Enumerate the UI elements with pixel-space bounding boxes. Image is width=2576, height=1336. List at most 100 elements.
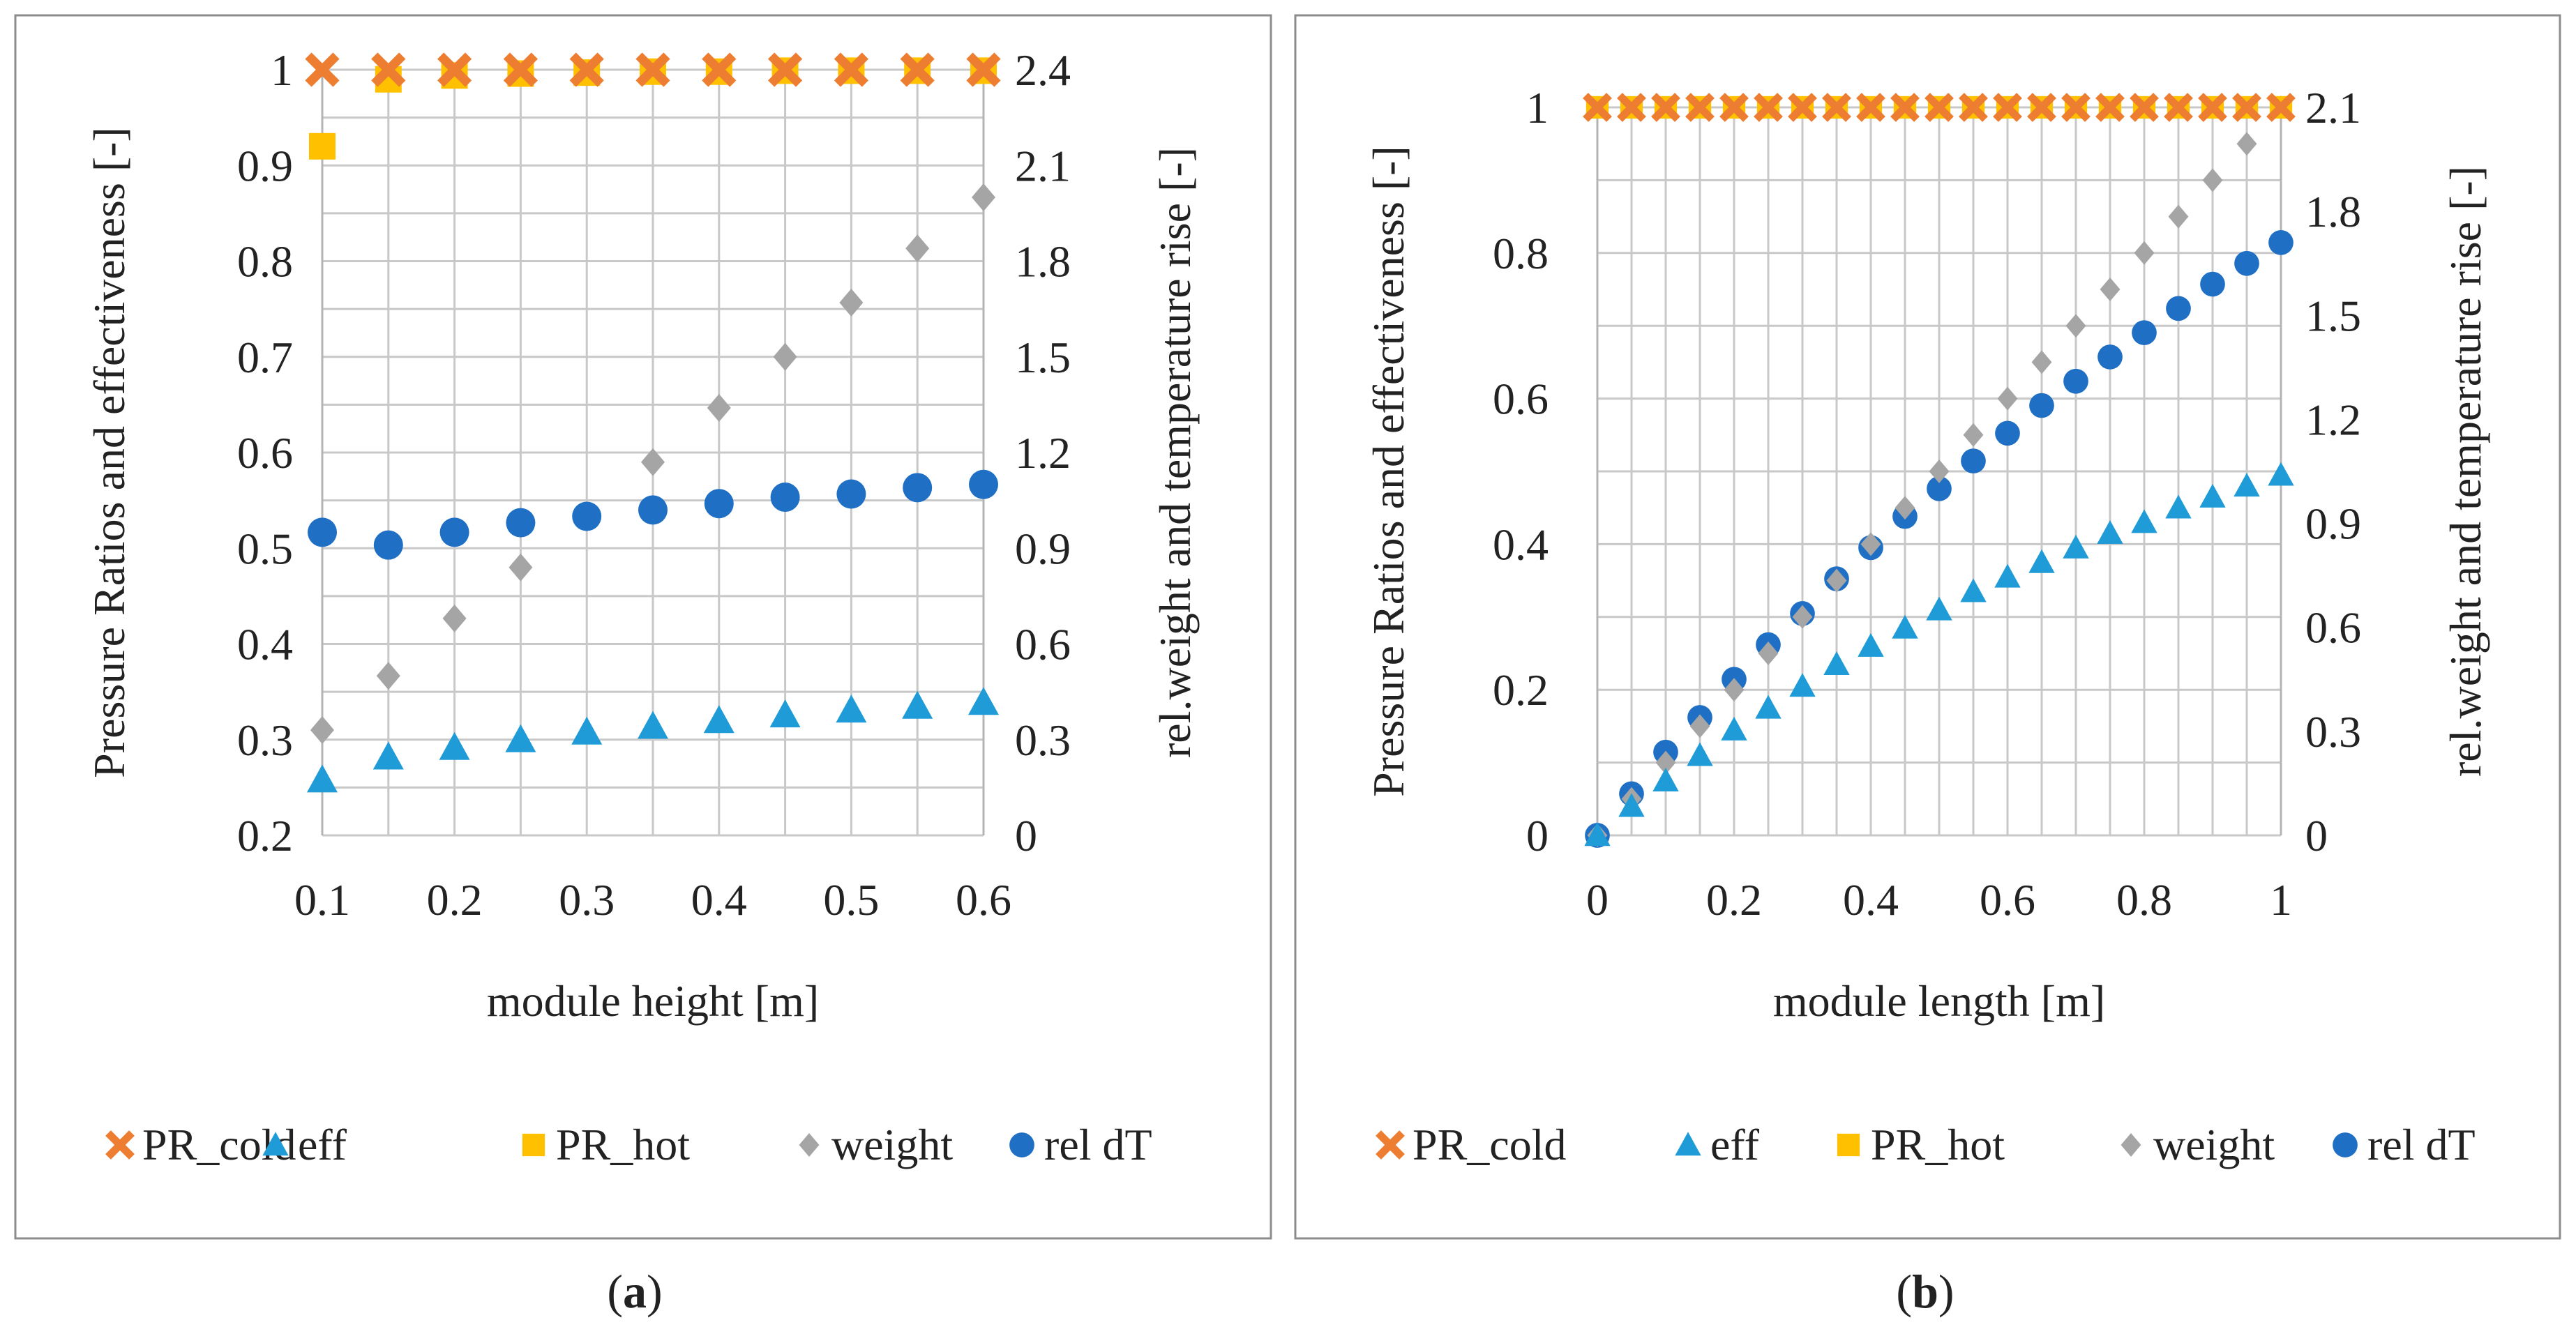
data-point	[1754, 93, 1783, 122]
data-point	[2164, 93, 2193, 122]
data-point	[1822, 93, 1851, 122]
data-point	[1788, 93, 1817, 122]
data-point	[1993, 93, 2022, 122]
x-tick-label: 0.6	[956, 875, 1011, 925]
series-eff	[1584, 462, 2294, 847]
data-point	[2097, 520, 2123, 545]
data-point	[1960, 578, 1987, 602]
data-point	[1826, 568, 1847, 593]
y-tick-label: 1	[1526, 83, 1549, 132]
legend-marker-circle	[2333, 1132, 2358, 1157]
data-point	[373, 530, 403, 560]
data-point	[1789, 673, 1816, 697]
series-rel-dT	[308, 469, 998, 560]
data-point	[2165, 494, 2192, 519]
data-point	[638, 495, 668, 525]
y2-tick-label: 1.8	[2305, 187, 2361, 236]
data-point	[2061, 93, 2091, 122]
y-tick-label: 0.6	[237, 428, 293, 478]
y-tick-label: 0.3	[237, 715, 293, 765]
data-point	[2198, 93, 2227, 122]
caption-paren-close: )	[647, 1265, 663, 1318]
data-point	[305, 52, 340, 87]
legend-label: weight	[2153, 1120, 2275, 1169]
y2-axis-title: rel.weight and temperature rise [-]	[1150, 147, 1200, 758]
y2-axis-title: rel.weight and temperature rise [-]	[2441, 166, 2490, 777]
data-point	[1651, 93, 1680, 122]
y2-tick-label: 0.3	[1015, 715, 1071, 765]
data-point	[569, 52, 604, 87]
gridlines	[1596, 106, 2282, 837]
caption-paren-open: (	[1896, 1265, 1912, 1318]
data-point	[509, 553, 533, 582]
data-point	[770, 483, 800, 513]
data-point	[1583, 93, 1612, 122]
series-PR_cold	[305, 52, 1001, 87]
data-point	[905, 234, 930, 263]
y2-tick-label: 0.6	[1015, 620, 1071, 669]
data-point	[371, 52, 406, 87]
x-tick-label: 0.4	[691, 875, 747, 925]
series-eff	[307, 687, 999, 793]
data-point	[1655, 750, 1676, 775]
panel-frame	[14, 14, 1272, 1240]
y-tick-label: 0.7	[237, 333, 293, 382]
data-point	[635, 52, 670, 87]
x-tick-label: 0.4	[1843, 875, 1899, 925]
panel-caption: (b)	[1896, 1265, 1954, 1318]
y2-tick-label: 1.5	[1015, 333, 1071, 382]
panel-a: 0.2 0.3 0.4 0.5 0.6 0.7 0.8 0.9 1 0 0.3 0.6 0.9 1.2 1.…	[14, 14, 1272, 1318]
data-point	[2234, 473, 2260, 497]
data-point	[769, 699, 801, 728]
x-axis-title: module height [m]	[487, 976, 819, 1026]
y2-tick-label: 0	[2305, 811, 2328, 860]
data-point	[902, 690, 933, 719]
y2-tick-label: 1.8	[1015, 237, 1071, 287]
data-point	[703, 705, 735, 734]
data-point	[1755, 694, 1782, 719]
legend-marker-x	[105, 1130, 135, 1160]
y-tick-label: 0.8	[1493, 229, 1549, 278]
data-point	[506, 508, 536, 538]
data-point	[702, 52, 737, 87]
data-point	[2063, 534, 2089, 559]
legend-label: rel dT	[1044, 1120, 1152, 1169]
data-point	[2132, 320, 2157, 345]
data-point	[1758, 642, 1779, 665]
y-tick-label: 0.4	[1493, 519, 1549, 569]
y-tick-label: 1	[271, 45, 293, 95]
y-tick-label: 0.5	[237, 524, 293, 573]
data-point	[2131, 509, 2157, 533]
data-point	[1925, 93, 1954, 122]
data-point	[2268, 462, 2294, 486]
data-point	[505, 724, 536, 752]
data-point	[2234, 250, 2259, 276]
data-point	[768, 52, 803, 87]
series-PR_cold	[1583, 93, 2296, 122]
data-point	[2029, 393, 2054, 418]
x-axis-title: module length [m]	[1773, 976, 2105, 1026]
data-point	[1890, 93, 1920, 122]
y2-tick-label: 1.2	[2305, 395, 2361, 444]
data-point	[2031, 350, 2052, 374]
data-point	[1792, 605, 1813, 629]
data-point	[1929, 460, 1950, 483]
data-point	[310, 716, 334, 745]
panel-frame	[1294, 14, 2561, 1240]
data-point	[641, 448, 665, 476]
data-point	[1997, 386, 2018, 411]
data-point	[839, 288, 864, 317]
data-point	[707, 393, 731, 422]
legend-marker-diamond	[799, 1133, 820, 1157]
data-point	[309, 132, 336, 160]
data-point	[1856, 93, 1885, 122]
data-point	[1895, 496, 1915, 520]
data-point	[2200, 271, 2225, 297]
legend-label: PR_cold	[1413, 1120, 1566, 1169]
y2-tick-label: 2.1	[1015, 141, 1071, 190]
data-point	[1685, 93, 1715, 122]
data-point	[1721, 716, 1747, 741]
data-point	[1618, 793, 1645, 817]
data-point	[439, 517, 469, 547]
